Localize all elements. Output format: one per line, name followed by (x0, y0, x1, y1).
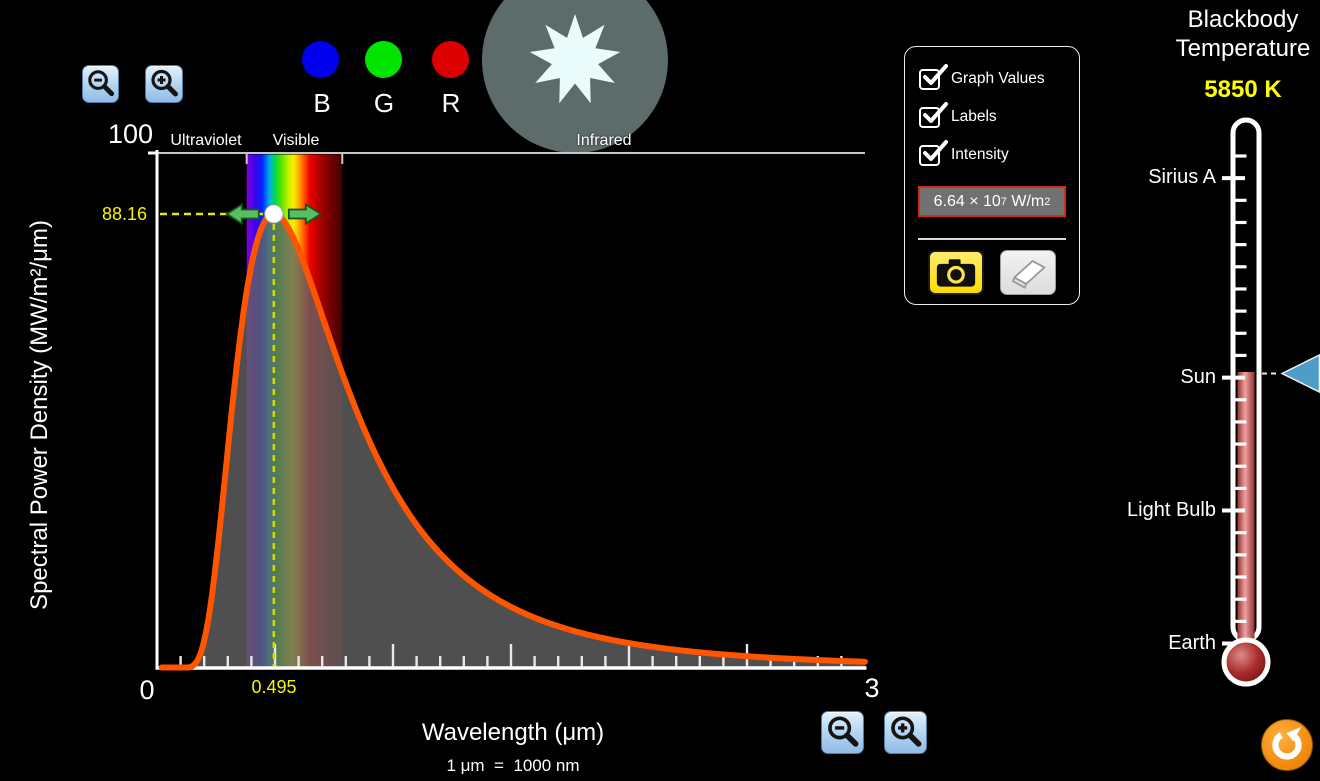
blue-indicator-circle (301, 41, 339, 78)
panel-divider (918, 238, 1066, 240)
band-label-infrared: Infrared (576, 132, 632, 149)
spectrum-area-fill (157, 214, 865, 668)
thermometer-title-line1: Blackbody (1187, 6, 1299, 33)
marker-label-sirius-a: Sirius A (1148, 166, 1216, 188)
check-icon (923, 139, 948, 161)
graph-options-panel: Graph Values Labels Intensity 6.64 × 10 7… (904, 46, 1080, 305)
checkbox-box[interactable] (919, 139, 948, 166)
magnifier-minus-icon (88, 70, 115, 97)
peak-point-dot[interactable] (264, 204, 284, 224)
magnifier-plus-icon (151, 69, 178, 97)
thermometer-title-line2: Temperature (1175, 35, 1311, 62)
erase-button[interactable] (1000, 250, 1056, 295)
camera-icon (936, 259, 976, 287)
peak-wavelength-label: 0.495 (251, 677, 297, 697)
temperature-slider-thumb[interactable] (1280, 353, 1320, 394)
magnifier-plus-icon (891, 716, 922, 747)
check-icon (923, 101, 948, 123)
graph-axes (148, 150, 867, 670)
eraser-icon (1012, 260, 1046, 289)
camera-snapshot-button[interactable] (928, 250, 984, 295)
marker-label-sun: Sun (1180, 365, 1216, 388)
temperature-value: 5850 K (1204, 76, 1282, 103)
marker-label-light-bulb: Light Bulb (1127, 498, 1216, 521)
thermometer-bulb (1221, 637, 1271, 687)
checkbox-label: Graph Values (951, 70, 1045, 87)
reset-all-button[interactable] (1261, 719, 1313, 771)
checkbox-intensity[interactable]: Intensity (919, 139, 1079, 167)
checkbox-label: Intensity (951, 146, 1009, 163)
marker-label-earth: Earth (1168, 631, 1216, 654)
y-max-label: 100 (107, 119, 153, 149)
y-axis-zoom-in-button[interactable] (145, 65, 183, 103)
wavelength-peak-handle[interactable] (225, 202, 323, 226)
origin-label: 0 (139, 675, 155, 705)
green-indicator-label: G (373, 88, 395, 118)
checkbox-box[interactable] (919, 63, 948, 90)
intensity-readout: 6.64 × 10 7 W/m 2 (918, 186, 1066, 217)
x-axis-zoom-in-button[interactable] (884, 711, 927, 754)
band-label-ultraviolet: Ultraviolet (170, 132, 242, 149)
x-axis-zoom-out-button[interactable] (821, 711, 864, 754)
star-icon (529, 14, 621, 104)
checkbox-box[interactable] (919, 101, 948, 128)
arrow-right-icon[interactable] (287, 202, 323, 226)
blue-indicator-label: B (313, 88, 331, 118)
reset-arrow-icon (1272, 726, 1302, 760)
band-label-visible: Visible (272, 132, 320, 149)
star-color-indicator (482, 0, 668, 153)
peak-value-label: 88.16 (101, 204, 147, 224)
checkbox-label: Labels (951, 108, 997, 125)
checkbox-graph-values[interactable]: Graph Values (919, 63, 1079, 91)
checkbox-labels[interactable]: Labels (919, 101, 1079, 129)
arrow-left-icon[interactable] (225, 202, 260, 226)
x-max-label: 3 (864, 673, 880, 703)
x-axis-title: Wavelength (μm) (421, 719, 605, 746)
red-indicator-circle (431, 41, 469, 78)
red-indicator-label: R (441, 88, 461, 118)
thermometer-ticks (1222, 154, 1247, 646)
y-axis-zoom-out-button[interactable] (82, 65, 119, 103)
green-indicator-circle (365, 41, 402, 78)
thermometer (1221, 117, 1320, 687)
magnifier-minus-icon (828, 716, 859, 747)
unit-note: 1 μm = 1000 nm (446, 756, 580, 775)
y-axis-title: Spectral Power Density (MW/m²/μm) (26, 220, 53, 610)
check-icon (923, 63, 948, 85)
